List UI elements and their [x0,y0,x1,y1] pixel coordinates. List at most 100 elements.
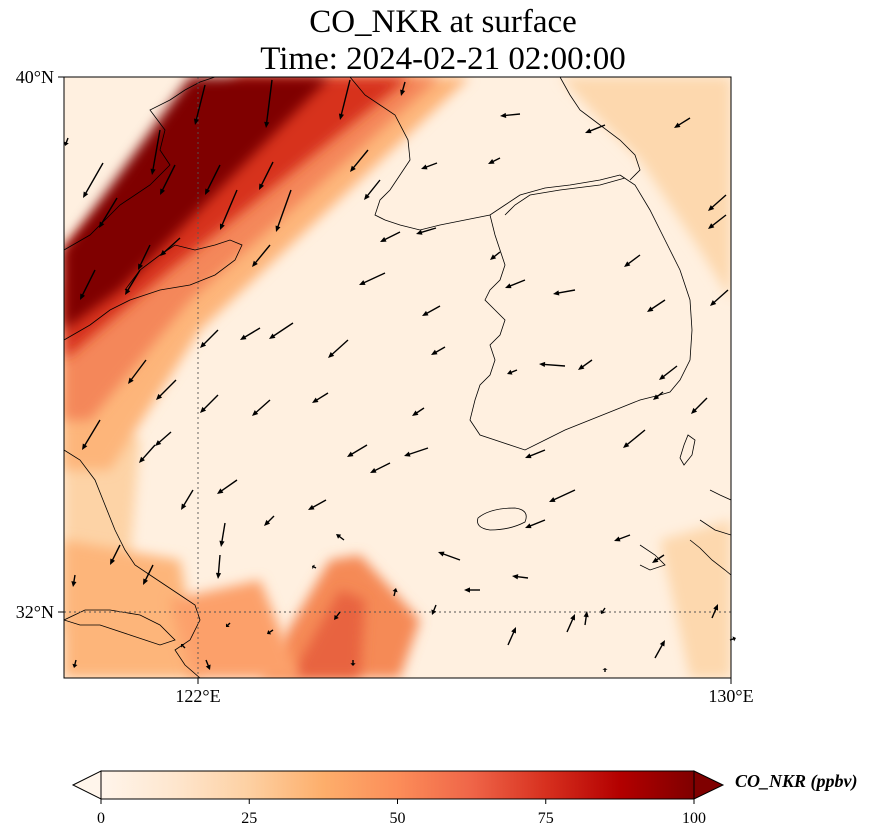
coast-yangtze-mouth [64,609,176,646]
wind-vector-head [490,254,497,260]
lon-tick-label-130: 130°E [708,686,753,706]
wind-vector-head [334,614,339,620]
coast-liaodong-west [64,77,216,251]
wind-vector-shaft [182,489,194,508]
wind-vector-shaft [407,447,429,456]
wind-vector-shaft [661,365,678,379]
wind-vector-head [71,581,77,587]
wind-vector-head [99,221,105,228]
wind-vector-head [647,306,654,312]
wind-vector-head [219,540,225,547]
wind-vector-head [138,263,143,270]
wind-vector-shaft [276,189,292,229]
wind-vector-shaft [314,392,329,402]
wind-vector-shaft [372,462,391,473]
wind-vector-shaft [202,329,219,346]
map-title-line-2: Time: 2024-02-21 02:00:00 [260,41,626,77]
wind-vector-shaft [100,197,118,226]
wind-vector-shaft [205,164,221,193]
field-southwest-band [64,540,200,678]
wind-vector-head [200,406,207,413]
coast-dmz-line [504,177,626,216]
wind-vector-head [708,205,715,211]
wind-vector-head [269,333,276,339]
wind-vector-head [500,112,507,118]
wind-vector-head [200,341,207,348]
coast-korea-bay [384,174,621,231]
coast-korea-east [619,174,693,396]
wind-vector-head [614,536,621,542]
wind-vector-head [652,557,659,563]
wind-vector-shaft [588,124,606,133]
wind-vector-head [143,578,149,585]
wind-vector-head [128,377,134,384]
wind-vector-head [155,440,162,446]
wind-vector-head [150,168,156,175]
wind-vector-head [215,572,222,579]
wind-vector-head [412,410,419,416]
wind-vector-shaft [340,79,351,117]
wind-vector-head [347,451,354,457]
wind-vector-head [422,310,429,316]
wind-vector-shaft [310,499,327,509]
wind-vector-shaft [158,379,177,398]
wind-vector-head [336,534,342,539]
wind-vector-shaft [361,272,386,285]
wind-vector-head [80,293,86,300]
wind-vector-head [252,410,259,416]
wind-vector-shaft [626,254,641,266]
wind-vector-head [312,397,319,403]
wind-vector-head [708,223,715,229]
wind-vector-head [578,364,585,370]
wind-vector-head [252,260,258,267]
wind-vector-head [125,288,131,295]
coast-liaodong-east [349,77,411,221]
field-northeast-tint [560,77,731,300]
wind-vector-head [219,223,225,230]
wind-vector-head [217,488,224,494]
wind-vector-shaft [710,194,727,210]
jeju-island [477,507,527,531]
coast-korea-west-south [469,214,661,451]
wind-vector-shaft [351,149,369,170]
wind-vector-head [240,334,247,340]
wind-vector-head [72,663,78,668]
wind-vector-head [160,188,166,195]
wind-vector-head [505,283,512,289]
wind-vector-head [464,587,470,593]
wind-vector-head [570,614,575,621]
coast-north-korea-east [559,77,641,181]
wind-vector-head [259,183,265,190]
wind-vector-head [328,352,335,358]
wind-vector-shaft [330,339,349,357]
wind-vector-head [370,467,377,473]
wind-vector-head [63,141,69,146]
wind-vector-shaft [157,431,172,445]
wind-vector-shaft [625,429,646,447]
wind-vectors [63,79,736,672]
south-plume-core [290,590,365,678]
wind-vector-shaft [220,522,226,544]
wind-vector-head [539,361,546,368]
wind-vector-head [585,128,592,134]
wind-vector-shaft [507,630,516,646]
wind-vector-shaft [143,564,154,583]
wind-vector-shaft [202,394,219,411]
wind-vector-head [416,229,423,235]
wind-vector-shaft [349,444,368,456]
wind-vector-shaft [528,519,546,528]
wind-vector-head [180,643,185,648]
wind-vector-head [512,574,519,580]
wind-vector-head [359,280,366,285]
wind-vector-shaft [110,544,121,563]
wind-vector-shaft [676,117,691,127]
wind-vector-head [659,374,666,380]
wind-vector-head [275,225,281,232]
plume-core [64,77,330,330]
wind-vector-shaft [503,113,521,117]
map-frame [63,76,732,679]
wind-vector-shaft [542,363,566,367]
lon-tick-label-122: 122°E [175,686,220,706]
axis-ticks [58,76,732,684]
